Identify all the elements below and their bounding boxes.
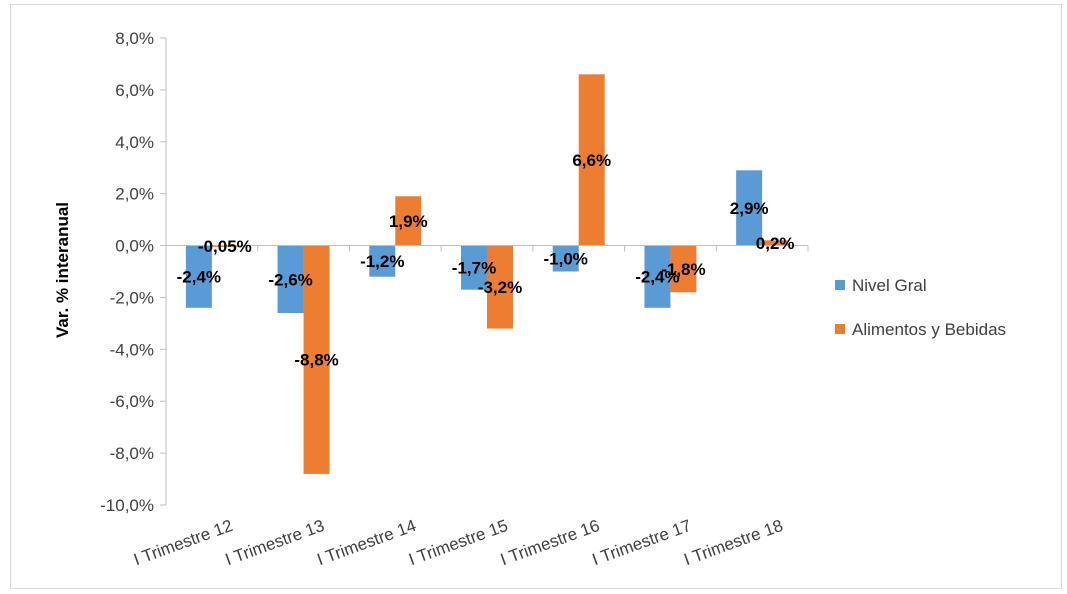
data-label-alimentos-y-bebidas: -8,8% [294, 351, 338, 370]
bar-nivel-gral [461, 245, 487, 290]
y-tick-label: -8,0% [110, 444, 154, 463]
x-tick-label: I Trimestre 14 [315, 516, 419, 569]
bar-alimentos-y-bebidas [578, 74, 605, 246]
bar-alimentos-y-bebidas [487, 245, 513, 329]
bar-alimentos-y-bebidas [303, 245, 330, 474]
x-axis: I Trimestre 12I Trimestre 13I Trimestre … [131, 245, 809, 569]
y-tick-label: -2,0% [110, 288, 154, 307]
x-tick-label: I Trimestre 12 [131, 516, 235, 569]
bars [185, 74, 789, 474]
y-axis: 8,0% 6,0% 4,0% 2,0% 0,0% -2,0% -4,0% -6,0% -8,0%… [100, 29, 167, 515]
bar-alimentos-y-bebidas [670, 245, 697, 293]
data-label-alimentos-y-bebidas: 0,2% [756, 234, 795, 253]
y-tick-label: -6,0% [110, 392, 154, 411]
bar-nivel-gral [185, 245, 212, 308]
legend: Nivel Gral Alimentos y Bebidas [835, 276, 1006, 339]
legend-swatch-nivel-gral [835, 280, 845, 290]
data-label-alimentos-y-bebidas: 1,9% [389, 212, 428, 231]
data-label-nivel-gral: -2,4% [635, 268, 679, 287]
data-label-nivel-gral: -1,0% [544, 250, 588, 269]
y-axis-title: Var. % interanual [53, 202, 72, 338]
data-label-alimentos-y-bebidas: -0,05% [198, 237, 252, 256]
bar-nivel-gral [644, 245, 671, 308]
data-label-alimentos-y-bebidas: 6,6% [572, 151, 611, 170]
legend-label-nivel-gral: Nivel Gral [852, 276, 927, 295]
chart-area [10, 4, 1062, 589]
y-tick-label: 4,0% [115, 133, 154, 152]
bar-nivel-gral [552, 245, 579, 272]
data-label-nivel-gral: -2,6% [268, 270, 312, 289]
data-label-alimentos-y-bebidas: -1,8% [661, 260, 705, 279]
legend-swatch-alimentos-y-bebidas [835, 324, 845, 334]
bar-alimentos-y-bebidas [395, 196, 422, 246]
bar-alimentos-y-bebidas [762, 240, 789, 246]
x-tick-label: I Trimestre 17 [590, 516, 694, 569]
data-label-nivel-gral: 2,9% [730, 199, 769, 218]
x-tick-label: I Trimestre 15 [406, 516, 510, 569]
data-labels: -2,4% -0,05% -2,6% -8,8% -1,2% 1,9% -1,7%-3,2%… [177, 151, 795, 370]
bar-alimentos-y-bebidas [211, 245, 238, 247]
y-tick-label: -10,0% [100, 496, 154, 515]
data-label-alimentos-y-bebidas: -3,2% [478, 278, 522, 297]
y-tick-label: 2,0% [115, 185, 154, 204]
x-tick-label: I Trimestre 13 [223, 516, 327, 569]
y-tick-label: 6,0% [115, 81, 154, 100]
data-label-nivel-gral: -1,2% [360, 252, 404, 271]
bar-nivel-gral [736, 170, 763, 246]
data-label-nivel-gral: -2,4% [177, 268, 221, 287]
bar-nivel-gral [277, 245, 304, 314]
y-tick-label: -4,0% [110, 340, 154, 359]
x-tick-label: I Trimestre 16 [498, 516, 602, 569]
legend-label-alimentos-y-bebidas: Alimentos y Bebidas [852, 320, 1006, 339]
y-tick-label: 8,0% [115, 29, 154, 48]
data-label-nivel-gral: -1,7% [452, 259, 496, 278]
x-tick-label: I Trimestre 18 [681, 516, 785, 569]
y-tick-label: 0,0% [115, 237, 154, 256]
bar-nivel-gral [369, 245, 396, 277]
